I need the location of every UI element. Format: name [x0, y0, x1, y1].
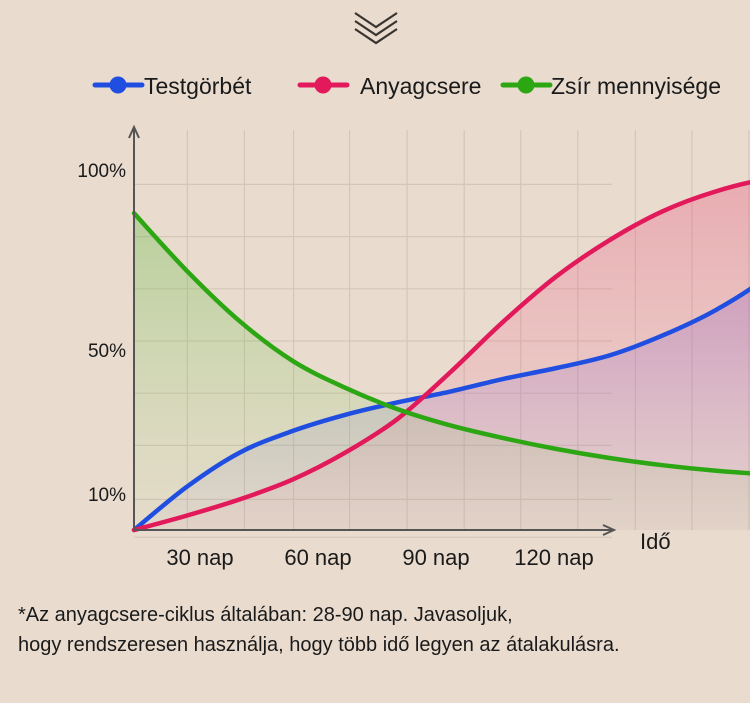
x-axis-ticks: 30 nap 60 nap 90 nap 120 nap	[166, 545, 593, 570]
y-tick-label: 10%	[88, 485, 126, 506]
chevron-down-double-icon	[354, 12, 398, 45]
series-fills	[134, 182, 750, 530]
series-lines	[131, 180, 750, 533]
y-tick-label: 50%	[88, 341, 126, 362]
series-fill-zsir-mennyisege	[134, 213, 750, 530]
x-tick-label: 30 nap	[166, 545, 233, 570]
footnote: *Az anyagcsere-ciklus általában: 28-90 n…	[18, 600, 748, 660]
x-tick-label: 120 nap	[514, 545, 594, 570]
series-fill-anyagcsere	[134, 182, 750, 530]
footnote-line-2: hogy rendszeresen használja, hogy több i…	[18, 634, 620, 656]
x-tick-label: 90 nap	[402, 545, 469, 570]
y-axis-arrow	[128, 124, 140, 139]
x-axis-arrow	[602, 524, 617, 536]
y-tick-label: 100%	[77, 161, 126, 182]
axes	[128, 124, 617, 536]
legend-item-anyagcsere: Anyagcsere	[297, 73, 481, 99]
x-tick-label: 60 nap	[284, 545, 351, 570]
line-chart: Testgörbét Anyagcsere Zsír mennyisége 10…	[77, 12, 750, 570]
series-line-anyagcsere	[131, 180, 750, 533]
legend-label-testgorbet: Testgörbét	[144, 73, 252, 99]
legend-label-zsir-mennyisege: Zsír mennyisége	[551, 73, 721, 99]
legend-label-anyagcsere: Anyagcsere	[360, 73, 481, 99]
legend: Testgörbét Anyagcsere Zsír mennyisége	[92, 73, 721, 99]
x-axis-label: Idő	[640, 529, 671, 554]
legend-item-zsir-mennyisege: Zsír mennyisége	[500, 73, 721, 99]
legend-item-testgorbet: Testgörbét	[92, 73, 252, 99]
y-axis-ticks: 10% 50% 100%	[77, 161, 126, 506]
series-line-zsir-mennyisege	[131, 210, 750, 476]
series-line-testgorbet	[131, 286, 750, 533]
footnote-line-1: *Az anyagcsere-ciklus általában: 28-90 n…	[18, 604, 513, 626]
